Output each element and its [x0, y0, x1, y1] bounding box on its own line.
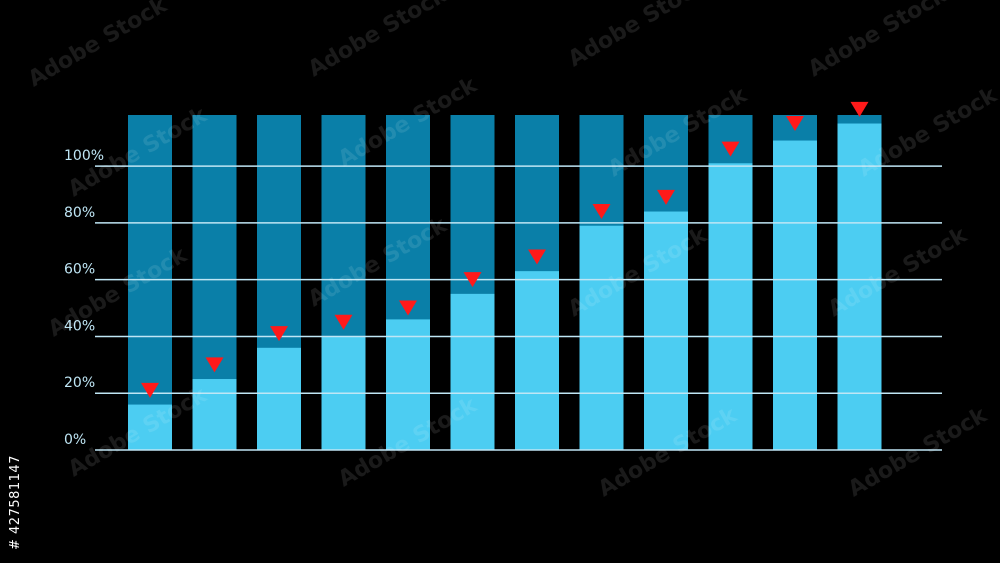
- bar: [128, 404, 172, 450]
- gridlines: [95, 165, 942, 451]
- bar: [579, 225, 624, 450]
- bar: [515, 271, 559, 450]
- marker-triangle: [528, 249, 546, 265]
- bar: [644, 211, 688, 450]
- marker-triangle: [270, 326, 288, 342]
- y-tick-label: 40%: [64, 318, 95, 334]
- y-tick-label: 80%: [64, 205, 95, 221]
- bars: [128, 115, 882, 451]
- marker-triangle: [399, 300, 417, 316]
- bar: [773, 140, 817, 450]
- marker-triangle: [334, 314, 353, 330]
- y-tick-label: 20%: [64, 375, 95, 391]
- y-tick-labels: 0% 20% 40% 60% 80% 100%: [64, 148, 104, 448]
- marker-triangle: [205, 357, 224, 373]
- marker-triangle: [657, 189, 675, 205]
- marker-triangle: [592, 204, 611, 220]
- marker-triangle: [850, 101, 869, 117]
- bar: [450, 293, 495, 450]
- y-tick-label: 60%: [64, 262, 95, 278]
- bar: [708, 163, 753, 451]
- marker-triangle: [463, 272, 482, 288]
- bar: [386, 319, 430, 450]
- stock-id-label: # 427581147: [8, 455, 23, 550]
- marker-triangle: [721, 141, 740, 157]
- markers: [141, 101, 869, 398]
- y-tick-label: 0%: [64, 432, 86, 448]
- marker-triangle: [141, 382, 159, 398]
- marker-triangle: [786, 116, 804, 132]
- bar-background: [128, 115, 172, 450]
- y-tick-label: 100%: [64, 148, 104, 164]
- bar: [837, 123, 882, 450]
- bar: [257, 347, 301, 450]
- bar: [192, 379, 237, 450]
